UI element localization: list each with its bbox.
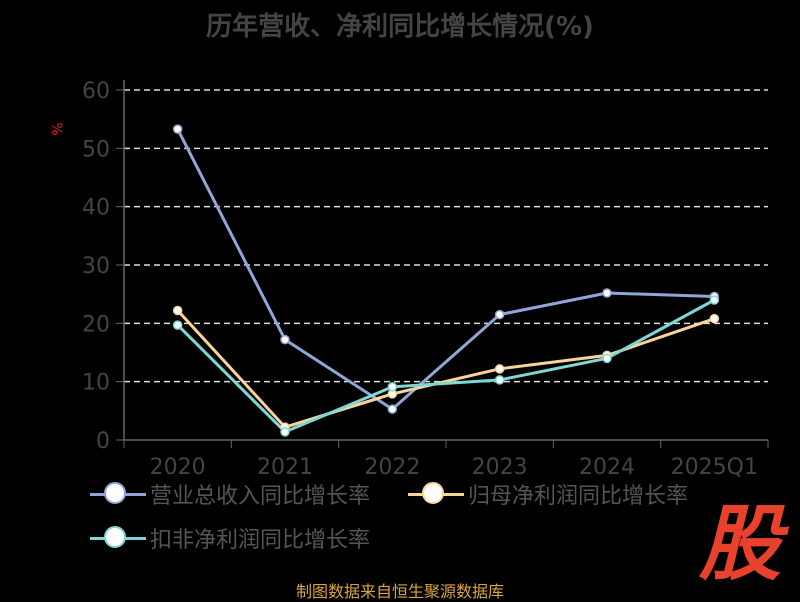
- data-point-2-5: [709, 295, 720, 305]
- source-note: 制图数据来自恒生聚源数据库: [295, 582, 504, 601]
- x-tick-label: 2023: [472, 455, 528, 480]
- y-tick-label: 50: [82, 137, 110, 162]
- legend-item-revenue[interactable]: 营业总收入同比增长率: [90, 478, 370, 510]
- x-tick-label: 2024: [579, 455, 635, 480]
- y-tick-label: 0: [96, 429, 110, 454]
- brand-logo: 股: [699, 497, 781, 592]
- series-line-0: [176, 128, 715, 411]
- x-tick-label: 2022: [364, 455, 420, 480]
- data-point-2-1: [280, 427, 290, 437]
- legend-marker-deducted-profit: [90, 523, 146, 553]
- data-point-2-0: [172, 320, 183, 330]
- legend-item-deducted-profit[interactable]: 扣非净利润同比增长率: [90, 522, 370, 554]
- series-line-1: [176, 309, 715, 429]
- data-point-1-3: [494, 364, 505, 374]
- legend-marker-revenue: [90, 479, 146, 509]
- chart-title: 历年营收、净利同比增长情况(%): [206, 12, 594, 42]
- x-tick-label: 2020: [150, 455, 206, 480]
- data-point-0-1: [280, 334, 290, 345]
- y-tick-label: 30: [82, 254, 110, 279]
- legend-label-net-profit: 归母净利润同比增长率: [468, 484, 689, 509]
- y-tick-label: 20: [82, 312, 110, 337]
- legend-item-net-profit[interactable]: 归母净利润同比增长率: [408, 478, 688, 510]
- data-point-1-0: [172, 305, 183, 316]
- x-tick-label: 2025Q1: [671, 455, 758, 480]
- data-point-2-3: [494, 375, 505, 385]
- data-point-0-4: [602, 288, 612, 298]
- y-tick-label: 10: [82, 371, 110, 396]
- legend-marker-net-profit: [408, 479, 464, 509]
- x-tick-label: 2021: [257, 455, 313, 480]
- data-point-1-5: [709, 313, 720, 324]
- data-point-0-2: [387, 404, 398, 414]
- series-line-2: [176, 298, 716, 434]
- data-point-0-0: [172, 124, 183, 134]
- data-point-0-3: [494, 309, 505, 320]
- y-tick-label: 40: [82, 196, 110, 221]
- data-point-2-2: [387, 382, 398, 392]
- legend-label-deducted-profit: 扣非净利润同比增长率: [150, 528, 371, 553]
- data-point-2-4: [602, 353, 612, 364]
- legend-label-revenue: 营业总收入同比增长率: [150, 484, 371, 509]
- y-tick-label: 60: [82, 79, 110, 104]
